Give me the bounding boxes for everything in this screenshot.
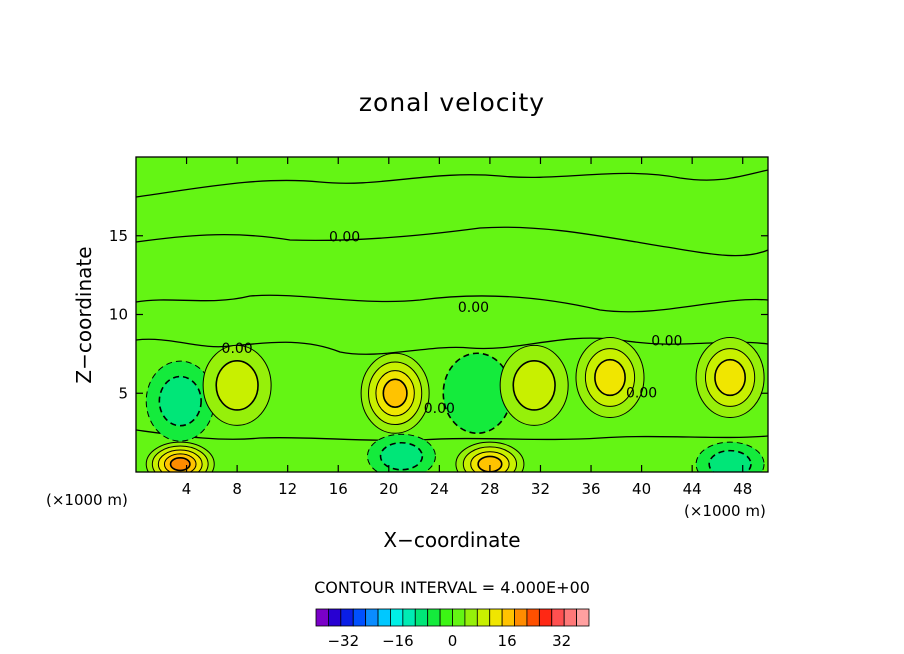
colorbar-swatch — [526, 608, 540, 627]
contour-region — [379, 441, 424, 471]
y-tick-label: 15 — [109, 227, 128, 245]
contour-region — [158, 375, 202, 427]
contour-value-label: 0.00 — [424, 401, 455, 417]
x-tick-label: 48 — [733, 480, 752, 498]
colorbar-swatch — [563, 608, 577, 627]
x-tick-label: 44 — [683, 480, 702, 498]
colorbar-swatch — [340, 608, 354, 627]
contour-line — [136, 169, 768, 198]
colorbar-swatch — [551, 608, 565, 627]
contour-region — [169, 457, 191, 472]
colorbar-swatch — [365, 608, 379, 627]
x-tick-label: 4 — [182, 480, 192, 498]
contour-interval-text: CONTOUR INTERVAL = 4.000E+00 — [314, 578, 590, 597]
contour-region — [512, 359, 556, 411]
x-axis-label: X−coordinate — [383, 528, 521, 552]
colorbar-swatch — [315, 608, 329, 627]
contour-value-label: 0.00 — [329, 229, 360, 245]
colorbar-swatch — [476, 608, 491, 627]
contour-region — [714, 358, 746, 397]
contour-value-label: 0.00 — [651, 333, 682, 349]
colorbar-tick-label: −32 — [327, 632, 359, 650]
contour-value-label: 0.00 — [458, 300, 489, 316]
x-tick-label: 8 — [232, 480, 242, 498]
y-tick-label: 5 — [118, 384, 128, 402]
contour-line — [136, 294, 768, 313]
x-tick-label: 28 — [480, 480, 499, 498]
y-tick-label: 10 — [109, 306, 128, 324]
colorbar-swatch — [576, 608, 590, 627]
colorbar-swatch — [538, 608, 553, 627]
colorbar-swatch — [390, 608, 404, 627]
x-tick-label: 20 — [379, 480, 398, 498]
x-tick-label: 16 — [329, 480, 348, 498]
colorbar-swatch — [464, 608, 478, 627]
colorbar-swatch — [377, 608, 391, 627]
colorbar-swatch — [452, 608, 466, 627]
contour-value-label: 0.00 — [626, 385, 657, 401]
x-tick-label: 40 — [632, 480, 651, 498]
chart-title: zonal velocity — [358, 88, 546, 117]
contour-region — [382, 378, 408, 408]
colorbar-tick-label: −16 — [382, 632, 414, 650]
contour-value-label: 0.00 — [222, 341, 253, 357]
colorbar-tick-label: 16 — [498, 632, 517, 650]
x-tick-label: 32 — [531, 480, 550, 498]
x-tick-label: 12 — [278, 480, 297, 498]
contour-line — [136, 226, 768, 257]
colorbar-tick-label: 32 — [552, 632, 571, 650]
x-tick-label: 36 — [581, 480, 600, 498]
x-unit-label-right: (×1000 m) — [684, 502, 766, 520]
contour-region — [708, 449, 752, 472]
colorbar-swatch — [489, 608, 503, 627]
colorbar-swatch — [514, 608, 528, 627]
contour-field: 0.00 0.00 0.00 0.00 0.00 0.00 — [136, 169, 768, 472]
colorbar-swatch — [402, 608, 416, 627]
contour-region — [215, 359, 259, 411]
colorbar-swatch — [352, 608, 367, 627]
colorbar-tick-label: 0 — [448, 632, 458, 650]
x-unit-label-left: (×1000 m) — [46, 491, 128, 509]
contour-region — [594, 358, 626, 397]
colorbar-swatch — [501, 608, 515, 627]
colorbar-swatch — [427, 608, 441, 627]
colorbar-swatch — [414, 608, 429, 627]
x-tick-label: 24 — [430, 480, 449, 498]
colorbar-swatch — [328, 608, 342, 627]
colorbar-swatch — [439, 608, 453, 627]
